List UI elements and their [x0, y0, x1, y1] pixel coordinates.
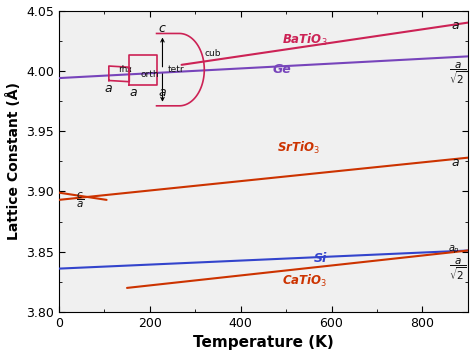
Text: $a$: $a$ [104, 83, 113, 95]
Text: Ge: Ge [273, 63, 291, 76]
Text: $a$: $a$ [128, 86, 137, 99]
Text: SrTiO$_3$: SrTiO$_3$ [277, 140, 320, 156]
Text: $a$: $a$ [451, 156, 460, 169]
X-axis label: Temperature (K): Temperature (K) [193, 335, 334, 350]
Text: $a$: $a$ [451, 19, 460, 32]
Text: $c$: $c$ [158, 22, 167, 35]
Text: cub: cub [204, 49, 221, 58]
Text: rh: rh [118, 65, 128, 74]
Text: $\dfrac{a}{\sqrt{2}}$: $\dfrac{a}{\sqrt{2}}$ [449, 256, 466, 282]
Text: Si: Si [313, 252, 327, 266]
Text: BaTiO$_3$: BaTiO$_3$ [282, 31, 327, 48]
Text: $\dfrac{a}{\sqrt{2}}$: $\dfrac{a}{\sqrt{2}}$ [449, 60, 466, 86]
Text: $\dfrac{c}{a}$: $\dfrac{c}{a}$ [76, 190, 84, 210]
Y-axis label: Lattice Constant (Å): Lattice Constant (Å) [6, 82, 20, 240]
Text: orth: orth [141, 70, 159, 79]
Text: CaTiO$_3$: CaTiO$_3$ [282, 273, 327, 289]
Text: $a$: $a$ [158, 86, 167, 99]
Text: $a_p$: $a_p$ [448, 243, 460, 256]
Text: tetr: tetr [168, 65, 184, 74]
